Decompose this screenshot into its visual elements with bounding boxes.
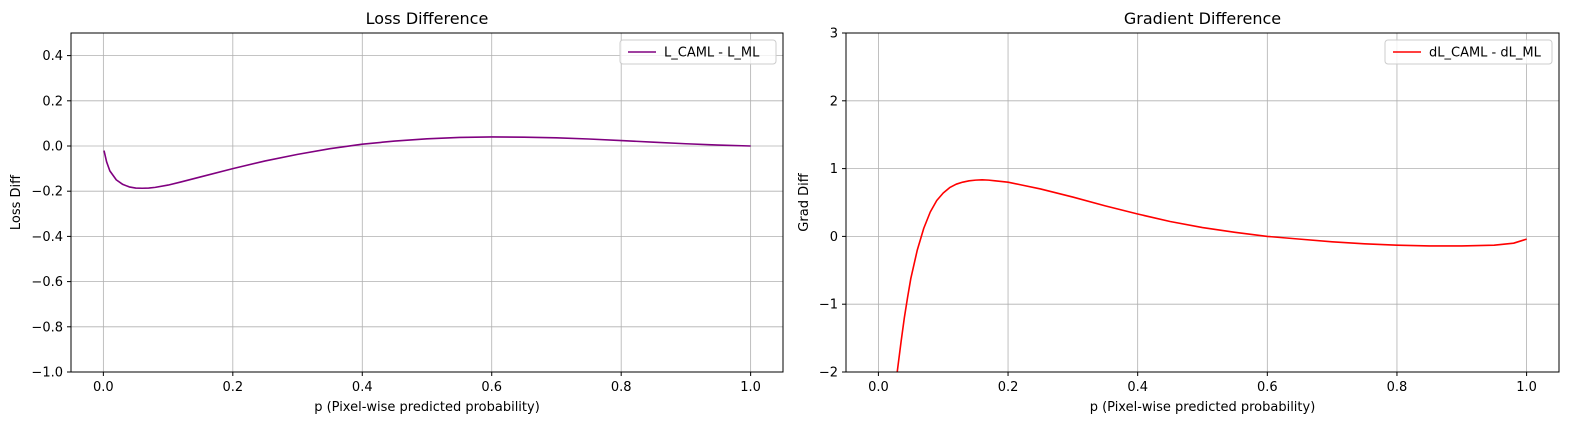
legend-label: dL_CAML - dL_ML [1429,46,1542,61]
x-tick-label: 1.0 [740,380,761,395]
x-tick-label: 0.2 [222,380,243,395]
series-line-1 [103,136,751,190]
y-tick-label: −1.0 [31,366,63,381]
y-tick-label: −1 [819,298,838,313]
x-tick-label: 0.6 [1257,380,1278,395]
x-axis-label: p (Pixel-wise predicted probability) [314,400,540,415]
axes-frame [845,32,1560,373]
legend-label: L_CAML - L_ML [664,46,760,61]
chart-title: Loss Difference [366,9,489,28]
x-tick-label: 0.6 [481,380,502,395]
y-tick-label: 2 [830,94,838,109]
y-tick-label: 0.0 [42,140,63,155]
y-axis-label: Grad Diff [797,172,812,231]
y-tick-label: 3 [830,27,838,42]
x-tick-label: 0.8 [1387,380,1408,395]
y-tick-label: −2 [819,366,838,381]
x-tick-label: 0.8 [611,380,632,395]
legend: dL_CAML - dL_ML [1384,39,1553,65]
y-tick-label: 0 [830,230,838,245]
axes-frame [70,32,784,373]
y-tick-label: −0.6 [31,275,63,290]
series-line-1 [896,178,1527,372]
y-tick-label: −0.8 [31,320,63,335]
chart-panel-2: 0.0 0.2 0.4 0.6 0.8 1.0 −2 −1 0 1 2 3 Gradient Diffe… [797,9,1560,415]
x-tick-label: 0.2 [998,380,1019,395]
legend: L_CAML - L_ML [619,39,777,65]
legend-box [1384,39,1553,65]
chart-title: Gradient Difference [1124,9,1281,28]
legend-box [619,39,777,65]
x-tick-label: 0.0 [93,380,114,395]
x-tick-label: 1.0 [1516,380,1537,395]
x-tick-label: 0.4 [352,380,373,395]
y-tick-label: 0.2 [42,94,63,109]
x-axis-label: p (Pixel-wise predicted probability) [1090,400,1316,415]
x-tick-label: 0.0 [868,380,889,395]
y-axis-label: Loss Diff [9,174,24,230]
y-tick-label: −0.4 [31,230,63,245]
chart-panel-1: 0.0 0.2 0.4 0.6 0.8 1.0 −1.0 −0.8 −0.6 −0.4 −0.2 0.… [9,9,784,415]
x-tick-label: 0.4 [1127,380,1148,395]
y-tick-label: 0.4 [42,49,63,64]
y-tick-label: −0.2 [31,185,63,200]
y-tick-label: 1 [830,162,838,177]
